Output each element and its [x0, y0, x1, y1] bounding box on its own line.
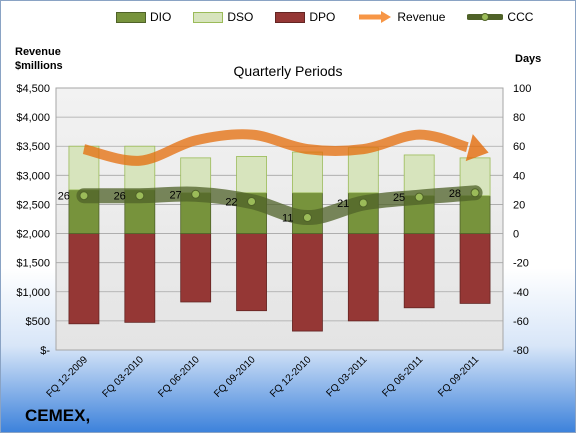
- legend-label-revenue: Revenue: [397, 10, 446, 24]
- revenue-arrowhead: [465, 134, 489, 162]
- ccc-data-label: 27: [169, 189, 181, 201]
- ccc-point: [470, 188, 480, 198]
- right-tick-label: 60: [513, 141, 525, 153]
- legend-label-dpo: DPO: [309, 10, 336, 24]
- left-tick-label: $4,000: [16, 112, 50, 124]
- ccc-point: [247, 197, 257, 207]
- chart-title: Quarterly Periods: [233, 63, 343, 79]
- category-label: FQ 03-2010: [100, 354, 146, 400]
- bar-dpo: [236, 233, 267, 312]
- left-tick-label: $4,500: [16, 83, 50, 95]
- ccc-line: [76, 185, 483, 226]
- right-tick-label: 100: [513, 83, 531, 95]
- legend-item-dso: DSO: [193, 10, 253, 24]
- bar-dpo: [459, 233, 491, 304]
- left-axis-title-line2: $millions: [15, 60, 63, 72]
- ccc-data-label: 22: [225, 197, 237, 209]
- bar-dpo: [403, 233, 435, 309]
- bar-dpo: [124, 233, 156, 323]
- legend-swatch-dio: [116, 11, 146, 23]
- legend-item-ccc: CCC: [467, 10, 533, 24]
- ccc-data-label: 11: [282, 213, 293, 225]
- right-tick-label: -20: [513, 258, 529, 270]
- category-label: FQ 12-2009: [45, 354, 91, 400]
- right-tick-label: -80: [513, 345, 529, 357]
- ccc-data-label: 26: [114, 191, 126, 203]
- right-tick-label: -40: [513, 287, 529, 299]
- legend-item-dio: DIO: [116, 10, 171, 24]
- ccc-point: [414, 192, 424, 202]
- left-tick-label: $2,500: [16, 199, 50, 211]
- bar-dpo: [180, 233, 212, 303]
- right-tick-label: 0: [513, 229, 519, 241]
- right-tick-label: 80: [513, 112, 525, 124]
- legend-label-dso: DSO: [227, 10, 254, 24]
- legend-swatch-dpo: [275, 11, 306, 23]
- revenue-line: [82, 129, 469, 166]
- category-label: FQ 06-2010: [156, 354, 202, 400]
- ccc-data-label: 26: [58, 191, 70, 203]
- left-tick-label: $1,000: [16, 287, 50, 299]
- bar-dpo: [292, 233, 323, 332]
- legend-label-dio: DIO: [150, 10, 172, 24]
- ccc-point: [135, 191, 145, 201]
- left-tick-label: $-: [40, 345, 50, 357]
- left-axis-title: Revenue $millions: [15, 45, 63, 73]
- legend-swatch-dso: [193, 11, 224, 23]
- legend-ccc-icon: [467, 13, 504, 21]
- category-label: FQ 06-2011: [380, 354, 425, 399]
- ccc-data-label: 28: [449, 188, 461, 200]
- bar-dso: [124, 145, 156, 191]
- right-tick-label: -60: [513, 316, 529, 328]
- ccc-point: [191, 189, 201, 199]
- ccc-point: [79, 191, 89, 201]
- plot-area: [55, 87, 504, 351]
- left-tick-label: $2,000: [16, 229, 50, 241]
- legend: DIO DSO DPO Revenue CCC: [116, 10, 555, 24]
- left-tick-label: $1,500: [16, 258, 50, 270]
- left-axis-title-line1: Revenue: [15, 46, 61, 58]
- bar-dio: [459, 195, 491, 234]
- bar-dpo: [347, 233, 379, 322]
- legend-label-ccc: CCC: [507, 10, 534, 24]
- category-label: FQ 03-2011: [324, 354, 369, 399]
- right-axis-title: Days: [515, 53, 542, 65]
- ccc-data-label: 25: [393, 192, 405, 204]
- left-tick-label: $500: [26, 316, 50, 328]
- category-label: FQ 12-2010: [268, 354, 314, 400]
- bar-dso: [292, 151, 323, 194]
- left-tick-label: $3,500: [16, 141, 50, 153]
- ccc-point: [302, 213, 312, 223]
- category-label: FQ 09-2011: [436, 354, 481, 399]
- right-tick-label: 20: [513, 199, 525, 211]
- legend-item-dpo: DPO: [275, 10, 335, 24]
- bar-dso: [236, 156, 267, 194]
- legend-arrow-icon: [359, 11, 392, 23]
- ccc-data-label: 21: [337, 198, 349, 210]
- company-name: CEMEX,: [25, 406, 91, 425]
- bar-dpo: [68, 233, 100, 325]
- legend-item-revenue: Revenue: [357, 10, 445, 24]
- category-label: FQ 09-2010: [212, 354, 258, 400]
- ccc-point: [358, 198, 368, 208]
- right-tick-label: 40: [513, 170, 525, 182]
- left-tick-label: $3,000: [16, 170, 50, 182]
